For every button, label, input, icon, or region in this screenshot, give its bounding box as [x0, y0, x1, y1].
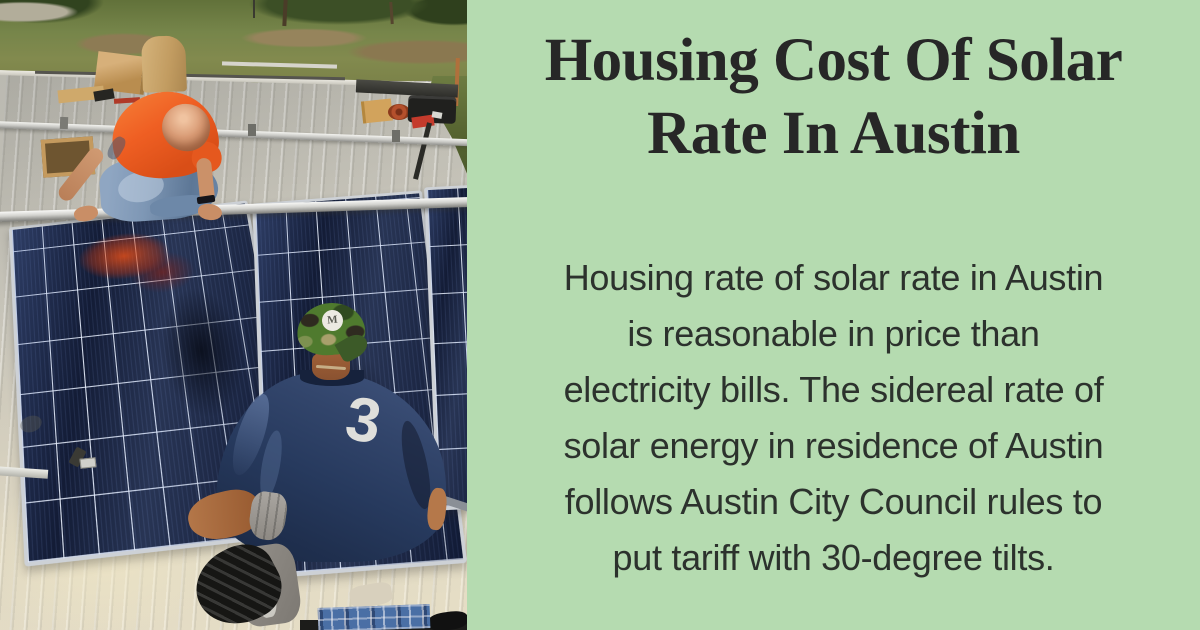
body-line-6: put tariff with 30-degree tilts. — [612, 537, 1055, 578]
wire-coil — [388, 104, 410, 120]
rail-clamp — [248, 124, 256, 136]
body-line-1: Housing rate of solar rate in Austin — [563, 257, 1104, 298]
body-text: Housing rate of solar rate in Austin is … — [477, 250, 1190, 586]
body-line-5: follows Austin City Council rules to — [564, 481, 1103, 522]
body-line-3: electricity bills. The sidereal rate of — [563, 369, 1104, 410]
page-title: Housing Cost Of Solar Rate In Austin — [467, 24, 1200, 170]
paper-bag — [141, 35, 187, 93]
body-line-4: solar energy in residence of Austin — [563, 425, 1104, 466]
jersey-number: 3 — [340, 383, 386, 458]
photo-panel: 3 M — [0, 0, 467, 630]
fence-post — [253, 0, 255, 18]
grass-field — [0, 0, 467, 83]
text-panel: Housing Cost Of Solar Rate In Austin Hou… — [467, 0, 1200, 630]
headline-line-1: Housing Cost Of Solar — [544, 27, 1123, 94]
plaid-shorts — [317, 604, 431, 630]
body-line-2: is reasonable in price than — [627, 313, 1040, 354]
rail-clamp — [59, 116, 69, 130]
headline-line-2: Rate In Austin — [647, 100, 1020, 167]
clamp-plate — [79, 457, 97, 469]
rail-clamp — [392, 130, 400, 142]
